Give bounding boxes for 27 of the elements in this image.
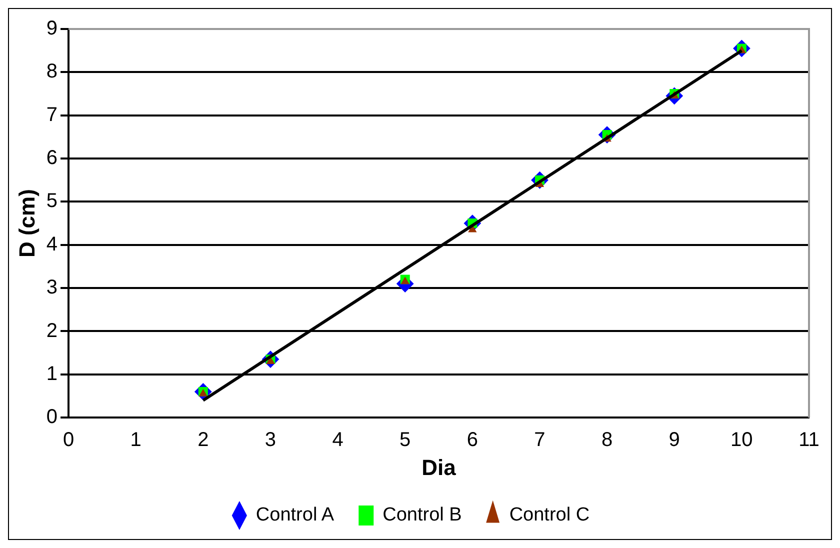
- x-tick-label: 9: [668, 429, 680, 452]
- x-tick-label: 6: [466, 429, 478, 452]
- y-tick-label: 2: [46, 320, 58, 342]
- y-tick-label: 0: [46, 406, 58, 428]
- legend-label: Control C: [509, 504, 590, 526]
- x-tick-label: 11: [798, 429, 820, 452]
- x-tick-label: 5: [400, 429, 411, 452]
- y-tick-label: 5: [46, 190, 58, 212]
- x-tick-label: 4: [332, 429, 344, 452]
- legend-label: Control A: [256, 504, 334, 526]
- y-tick-label: 4: [46, 233, 58, 256]
- y-tick-label: 3: [46, 276, 58, 299]
- x-tick-label: 8: [601, 429, 613, 452]
- x-tick-label: 0: [62, 429, 74, 452]
- x-tick-label: 3: [264, 429, 276, 452]
- x-tick-label: 10: [730, 429, 753, 452]
- x-tick-label: 1: [130, 429, 142, 452]
- x-tick-label: 2: [198, 429, 209, 452]
- x-tick-label: 7: [534, 429, 546, 452]
- y-axis-title: D (cm): [14, 189, 40, 258]
- y-tick-label: 8: [46, 60, 58, 83]
- y-tick-label: 7: [46, 104, 58, 126]
- legend-label: Control B: [382, 504, 462, 526]
- x-axis-title: Dia: [422, 454, 457, 480]
- y-tick-label: 9: [46, 18, 58, 40]
- y-tick-label: 6: [46, 147, 58, 170]
- y-tick-label: 1: [46, 362, 58, 385]
